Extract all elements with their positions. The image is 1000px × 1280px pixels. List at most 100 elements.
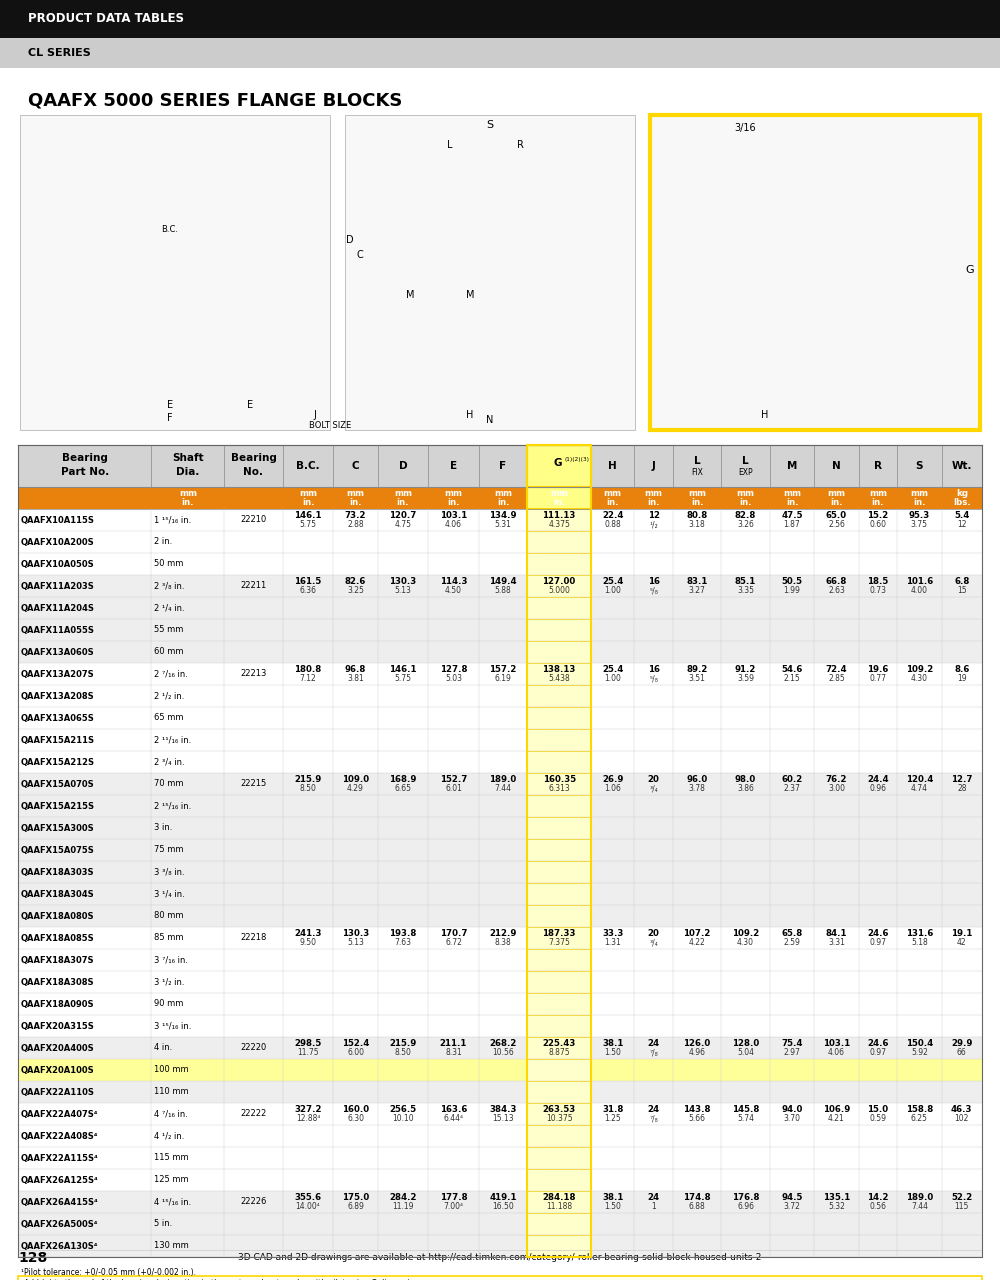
- Bar: [527, 641, 591, 663]
- Text: L: L: [742, 456, 749, 466]
- Text: 176.8: 176.8: [732, 1193, 759, 1202]
- Text: mm: mm: [604, 489, 622, 498]
- Bar: [527, 1059, 591, 1082]
- Text: 3.81: 3.81: [347, 675, 364, 684]
- Text: 189.0: 189.0: [906, 1193, 933, 1202]
- Text: mm: mm: [910, 489, 928, 498]
- Text: 106.9: 106.9: [823, 1105, 850, 1114]
- Text: 7.44: 7.44: [495, 785, 512, 794]
- Text: ³/₄: ³/₄: [649, 938, 658, 947]
- Text: 6.313: 6.313: [548, 785, 570, 794]
- Bar: [18, 707, 982, 730]
- Text: 2 ¹/₄ in.: 2 ¹/₄ in.: [154, 603, 185, 613]
- Text: 8.50: 8.50: [300, 785, 316, 794]
- Bar: [20, 115, 330, 430]
- Text: 76.2: 76.2: [826, 776, 847, 785]
- Text: mm: mm: [645, 489, 663, 498]
- Text: 180.8: 180.8: [294, 666, 322, 675]
- Text: 4.06: 4.06: [445, 521, 462, 530]
- Text: 6.89: 6.89: [347, 1202, 364, 1211]
- Text: Dia.: Dia.: [176, 467, 199, 477]
- Text: 33.3: 33.3: [602, 929, 623, 938]
- Text: 8.50: 8.50: [395, 1048, 411, 1057]
- Text: 73.2: 73.2: [345, 511, 366, 520]
- Text: 2 in.: 2 in.: [154, 538, 173, 547]
- Text: QAAFX15A070S: QAAFX15A070S: [21, 780, 95, 788]
- Text: 102: 102: [955, 1115, 969, 1124]
- Text: 150.4: 150.4: [906, 1039, 933, 1048]
- Bar: [18, 993, 982, 1015]
- Text: 85 mm: 85 mm: [154, 933, 184, 942]
- Bar: [527, 972, 591, 993]
- Text: 157.2: 157.2: [489, 666, 517, 675]
- Text: 10.375: 10.375: [546, 1115, 572, 1124]
- Text: 3.78: 3.78: [689, 785, 705, 794]
- Text: 24.6: 24.6: [867, 1039, 889, 1048]
- Text: 70 mm: 70 mm: [154, 780, 184, 788]
- Text: 103.1: 103.1: [440, 511, 467, 520]
- Text: 4.29: 4.29: [347, 785, 364, 794]
- Text: 187.33: 187.33: [542, 929, 576, 938]
- Text: 5.13: 5.13: [395, 586, 411, 595]
- Text: 1.50: 1.50: [604, 1202, 621, 1211]
- Text: 174.8: 174.8: [683, 1193, 711, 1202]
- Text: 284.18: 284.18: [542, 1193, 576, 1202]
- Text: QAAFX15A215S: QAAFX15A215S: [21, 801, 95, 810]
- Text: 120.4: 120.4: [906, 776, 933, 785]
- Text: 8.31: 8.31: [445, 1048, 462, 1057]
- Text: 1.50: 1.50: [604, 1048, 621, 1057]
- Text: 16: 16: [648, 577, 660, 586]
- Text: ¹/₂: ¹/₂: [649, 521, 658, 530]
- Text: QAAFX11A203S: QAAFX11A203S: [21, 581, 95, 590]
- Text: 6.36: 6.36: [300, 586, 317, 595]
- Text: in.: in.: [397, 498, 409, 507]
- Text: N: N: [486, 415, 494, 425]
- Bar: [18, 883, 982, 905]
- Text: 47.5: 47.5: [781, 511, 803, 520]
- Text: R: R: [874, 461, 882, 471]
- Text: 5.18: 5.18: [911, 938, 928, 947]
- Text: mm: mm: [347, 489, 365, 498]
- Text: 109.2: 109.2: [732, 929, 759, 938]
- Bar: [527, 773, 591, 795]
- Bar: [18, 817, 982, 838]
- Text: 31.8: 31.8: [602, 1105, 623, 1114]
- Text: 4.75: 4.75: [394, 521, 411, 530]
- Text: 177.8: 177.8: [440, 1193, 467, 1202]
- Bar: [527, 509, 591, 531]
- Text: 241.3: 241.3: [294, 929, 322, 938]
- Text: 100 mm: 100 mm: [154, 1065, 189, 1074]
- Text: 110 mm: 110 mm: [154, 1088, 189, 1097]
- Text: 14.2: 14.2: [867, 1193, 889, 1202]
- Text: mm: mm: [494, 489, 512, 498]
- Bar: [18, 730, 982, 751]
- Text: (1)(2)(3): (1)(2)(3): [564, 457, 589, 462]
- Text: 26.9: 26.9: [602, 776, 623, 785]
- Text: 384.3: 384.3: [489, 1105, 517, 1114]
- Text: 4 ¹⁵/₁₆ in.: 4 ¹⁵/₁₆ in.: [154, 1198, 192, 1207]
- Text: 12.7: 12.7: [951, 776, 973, 785]
- Text: S: S: [486, 120, 494, 131]
- Text: in.: in.: [302, 498, 314, 507]
- Bar: [527, 531, 591, 553]
- Text: 5.66: 5.66: [689, 1115, 706, 1124]
- Text: 3.25: 3.25: [347, 586, 364, 595]
- Text: ²Add (p) to the end of the housing designation in the part number to order with : ²Add (p) to the end of the housing desig…: [21, 1279, 422, 1280]
- Text: in.: in.: [830, 498, 843, 507]
- Text: mm: mm: [179, 489, 197, 498]
- Text: 2.59: 2.59: [784, 938, 800, 947]
- Text: D: D: [399, 461, 407, 471]
- Bar: [18, 531, 982, 553]
- Text: 6.44⁴: 6.44⁴: [444, 1115, 464, 1124]
- Text: 10.10: 10.10: [392, 1115, 414, 1124]
- Text: QAAFX22A408S⁴: QAAFX22A408S⁴: [21, 1132, 98, 1140]
- Text: 152.4: 152.4: [342, 1039, 369, 1048]
- Text: 6.8: 6.8: [954, 577, 969, 586]
- Text: 0.59: 0.59: [869, 1115, 886, 1124]
- Text: 4.74: 4.74: [911, 785, 928, 794]
- Text: 96.0: 96.0: [686, 776, 708, 785]
- Bar: [527, 817, 591, 838]
- Text: 130 mm: 130 mm: [154, 1242, 189, 1251]
- Text: 9.50: 9.50: [300, 938, 317, 947]
- Bar: [18, 838, 982, 861]
